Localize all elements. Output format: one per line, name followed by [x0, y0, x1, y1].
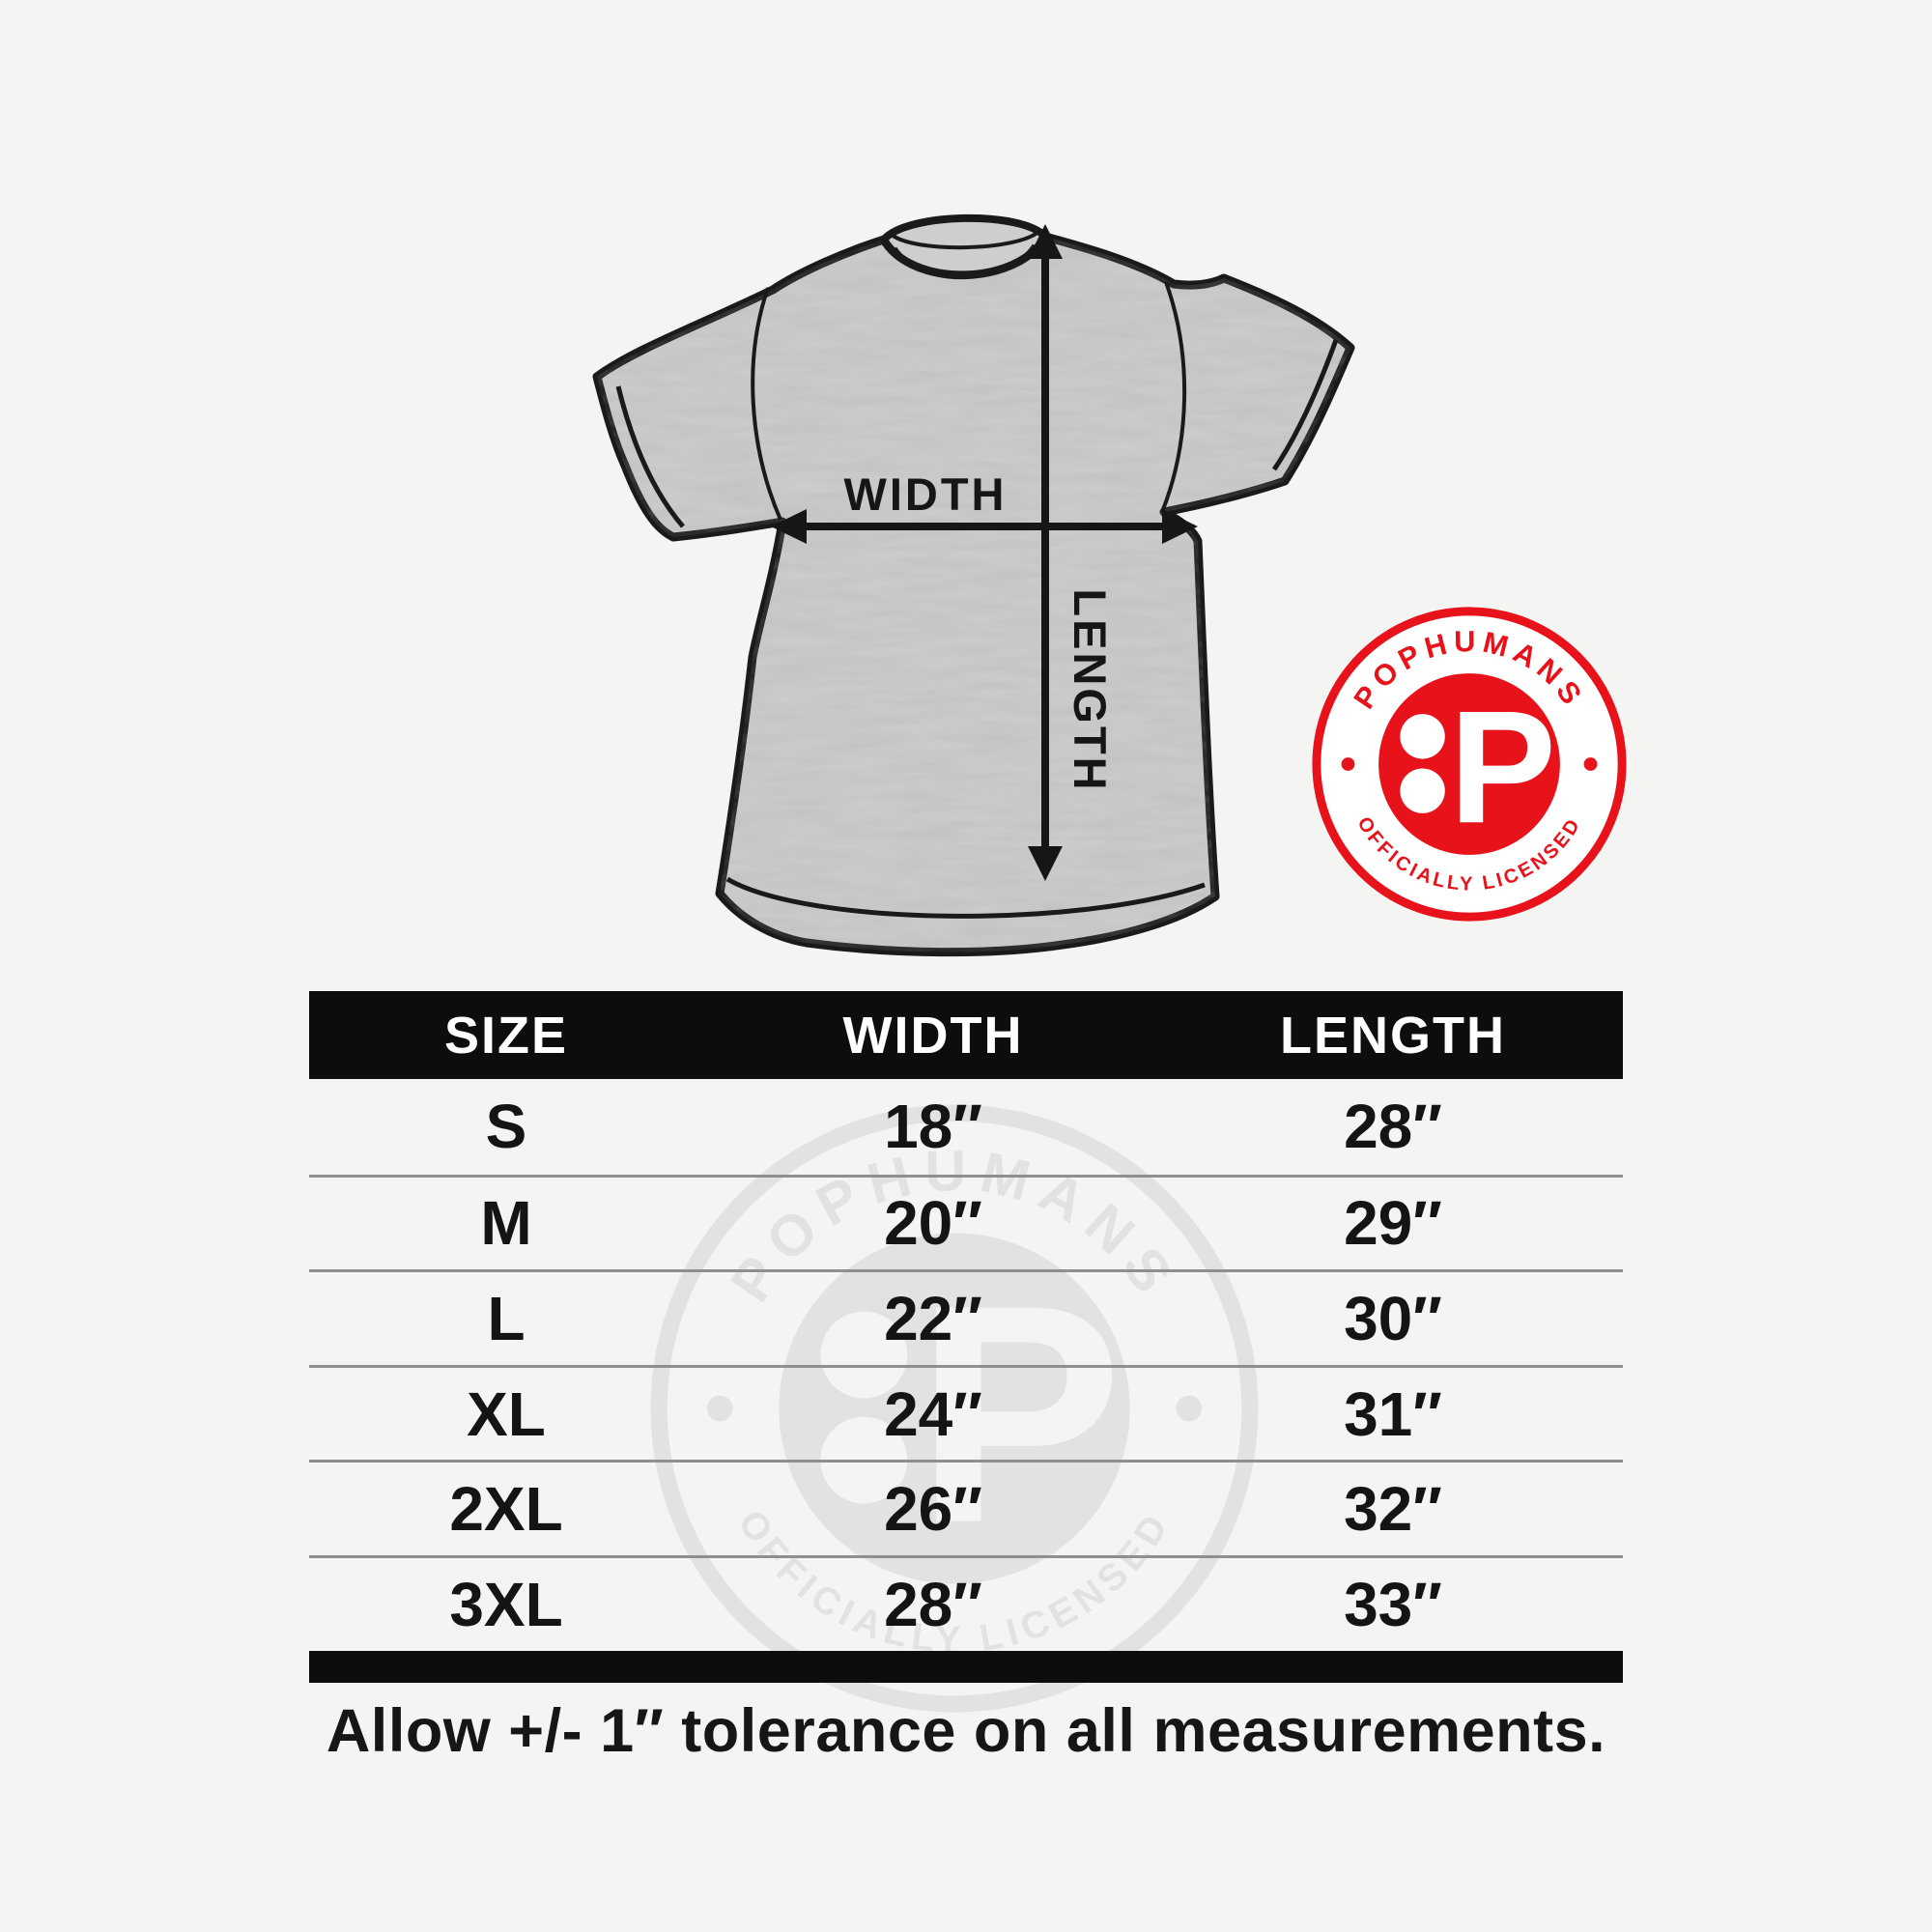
cell-length: 29″	[1344, 1188, 1442, 1259]
size-chart-table: SIZE WIDTH LENGTH S 18″ 28″ M 20″ 29″ L …	[309, 991, 1623, 1683]
watermark-right-dot	[1176, 1395, 1203, 1422]
cell-length: 30″	[1344, 1283, 1442, 1353]
watermark-colon-top-dot	[820, 1311, 908, 1399]
table-row: S 18″ 28″	[309, 1079, 1623, 1175]
table-bottom-bar	[309, 1650, 1623, 1683]
pophumans-badge: POPHUMANS OFFICIALLY LICENSED P	[1312, 607, 1627, 922]
cell-width: 26″	[884, 1474, 982, 1545]
right-cuff-stitch	[1271, 339, 1339, 471]
width-label: WIDTH	[843, 469, 1007, 520]
header-size: SIZE	[443, 1006, 569, 1065]
cell-width: 20″	[884, 1188, 982, 1259]
watermark-left-dot	[706, 1395, 733, 1422]
tshirt-diagram: WIDTH LENGTH	[592, 213, 1355, 957]
right-sleeve-seam	[1160, 281, 1187, 513]
cell-size: L	[487, 1283, 526, 1353]
badge-left-dot	[1341, 757, 1355, 771]
badge-monogram: P	[1449, 678, 1556, 857]
heather-texture	[597, 237, 1350, 952]
collar-stitch-line	[892, 243, 1037, 280]
length-arrowhead-top	[1028, 224, 1063, 259]
table-row: M 20″ 29″	[309, 1174, 1623, 1270]
table-row: L 22″ 30″	[309, 1269, 1623, 1365]
tolerance-note: Allow +/- 1″ tolerance on all measuremen…	[326, 1697, 1606, 1765]
length-arrowhead-bottom	[1028, 846, 1063, 881]
table-header: SIZE WIDTH LENGTH	[309, 991, 1623, 1079]
cell-width: 18″	[884, 1092, 982, 1162]
cell-size: M	[480, 1188, 532, 1259]
left-cuff-stitch	[615, 385, 685, 528]
header-length: LENGTH	[1280, 1006, 1506, 1065]
cell-width: 28″	[884, 1569, 982, 1639]
badge-right-dot	[1583, 757, 1598, 771]
table-row: 2XL 26″ 32″	[309, 1460, 1623, 1555]
cell-length: 28″	[1344, 1092, 1442, 1162]
width-arrowhead-right	[1162, 509, 1198, 544]
cell-size: XL	[467, 1378, 546, 1449]
cell-size: S	[485, 1092, 527, 1162]
cell-width: 24″	[884, 1378, 982, 1449]
cell-length: 33″	[1344, 1569, 1442, 1639]
hem-stitch	[725, 876, 1206, 919]
cell-length: 32″	[1344, 1474, 1442, 1545]
cell-width: 22″	[884, 1283, 982, 1353]
badge-colon-top-dot	[1400, 714, 1445, 759]
table-row: 3XL 28″ 33″	[309, 1554, 1623, 1651]
back-collar-seam	[890, 230, 1040, 250]
watermark-monogram: P	[916, 1241, 1122, 1588]
cell-size: 3XL	[449, 1569, 563, 1639]
length-label: LENGTH	[1065, 588, 1116, 792]
cell-size: 2XL	[449, 1474, 563, 1545]
badge-colon-bottom-dot	[1400, 768, 1445, 813]
width-arrowhead-left	[771, 509, 807, 544]
header-width: WIDTH	[842, 1006, 1024, 1065]
table-row: XL 24″ 31″	[309, 1364, 1623, 1461]
cell-length: 31″	[1344, 1378, 1442, 1449]
left-sleeve-seam	[751, 287, 782, 521]
